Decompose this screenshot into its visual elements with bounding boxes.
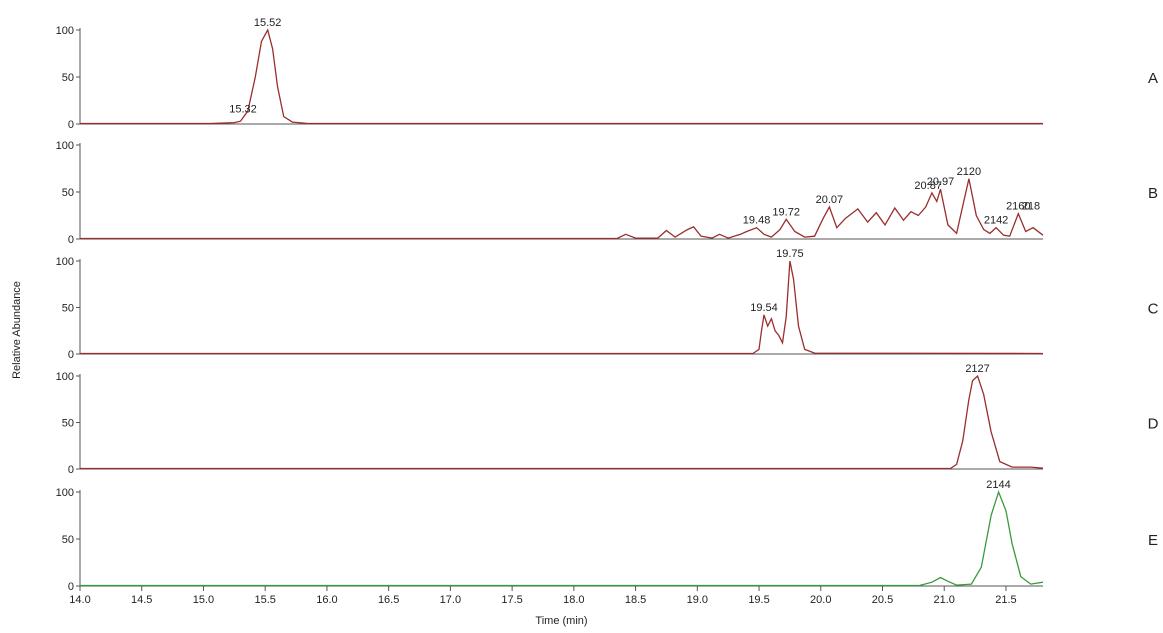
panel-letter: B	[1148, 185, 1158, 202]
y-tick-label: 100	[56, 256, 74, 268]
trace-line	[80, 490, 1044, 587]
peak-label: 218	[1022, 201, 1040, 213]
y-tick-label: 50	[62, 418, 74, 430]
peak-label: 2120	[957, 166, 981, 178]
panel-letter: E	[1148, 532, 1158, 549]
y-tick-label: 0	[68, 234, 74, 246]
x-tick-label: 16.0	[316, 594, 337, 606]
x-tick-label: 21.0	[934, 594, 955, 606]
y-tick-label: 0	[68, 119, 74, 131]
y-tick-label: 50	[62, 303, 74, 315]
peak-label: 2127	[965, 363, 989, 375]
x-tick-label: 19.0	[687, 594, 708, 606]
peak-label: 15.52	[254, 17, 282, 29]
x-tick-label: 15.0	[193, 594, 214, 606]
trace-line	[80, 178, 1044, 240]
peak-label: 20.97	[927, 176, 955, 188]
x-axis-title: Time (min)	[535, 615, 587, 627]
y-tick-label: 0	[68, 581, 74, 593]
x-tick-label: 20.5	[872, 594, 893, 606]
x-tick-label: 14.5	[131, 594, 152, 606]
x-tick-label: 21.5	[995, 594, 1016, 606]
peak-label: 2160	[1006, 201, 1030, 213]
y-tick-label: 100	[56, 371, 74, 383]
y-tick-label: 50	[62, 72, 74, 84]
y-tick-label: 0	[68, 464, 74, 476]
x-tick-label: 14.0	[69, 594, 90, 606]
x-tick-label: 18.0	[563, 594, 584, 606]
peak-label: 2142	[984, 215, 1008, 227]
x-tick-label: 20.0	[810, 594, 831, 606]
trace-line	[80, 260, 1044, 355]
panel-letter: A	[1148, 70, 1158, 87]
peak-label: 20.07	[816, 194, 844, 206]
trace-line	[80, 374, 1044, 470]
panel-letter: C	[1148, 301, 1159, 318]
y-axis-title: Relative Abundance	[11, 281, 23, 379]
x-tick-label: 17.5	[501, 594, 522, 606]
trace-line	[80, 28, 1043, 125]
y-tick-label: 100	[56, 487, 74, 499]
y-tick-label: 50	[62, 534, 74, 546]
peak-label: 19.72	[772, 206, 800, 218]
x-tick-label: 19.5	[748, 594, 769, 606]
y-tick-label: 100	[56, 25, 74, 37]
x-tick-label: 17.0	[440, 594, 461, 606]
peak-label: 19.48	[743, 215, 771, 227]
x-tick-label: 15.5	[254, 594, 275, 606]
peak-label: 20.87	[914, 180, 942, 192]
y-tick-label: 100	[56, 140, 74, 152]
x-tick-label: 18.5	[625, 594, 646, 606]
x-tick-label: 16.5	[378, 594, 399, 606]
y-tick-label: 0	[68, 349, 74, 361]
y-tick-label: 50	[62, 187, 74, 199]
peak-label: 19.54	[750, 302, 778, 314]
peak-label: 2144	[986, 479, 1010, 491]
peak-label: 19.75	[776, 248, 804, 260]
panel-letter: D	[1148, 416, 1159, 433]
peak-label: 15.32	[229, 103, 257, 115]
